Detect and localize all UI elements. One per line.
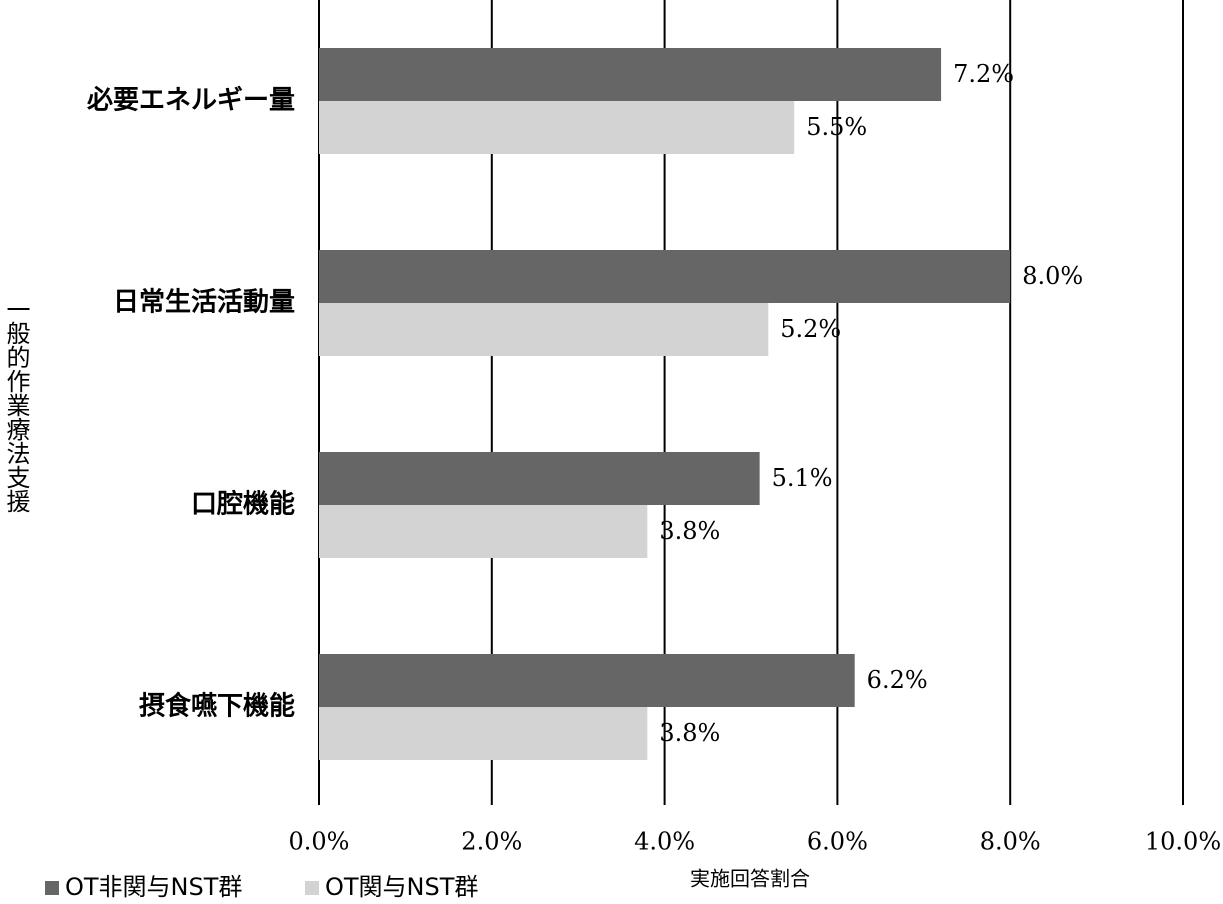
x-tick-label: 4.0% xyxy=(634,828,695,856)
data-label: 7.2% xyxy=(953,60,1014,88)
bar xyxy=(319,303,769,356)
x-axis-label: 実施回答割合 xyxy=(690,867,810,891)
x-tick-label: 10.0% xyxy=(1145,828,1221,856)
data-label: 5.1% xyxy=(772,464,833,492)
bar xyxy=(319,505,648,558)
data-label: 5.2% xyxy=(780,315,841,343)
y-tick-label: 日常生活活動量 xyxy=(113,288,295,318)
x-tick-label: 0.0% xyxy=(289,828,350,856)
y-tick-label: 摂食嚥下機能 xyxy=(139,691,295,722)
legend-swatch xyxy=(305,881,319,895)
x-tick-label: 2.0% xyxy=(461,828,522,856)
legend-label: OT非関与NST群 xyxy=(65,873,242,901)
data-label: 3.8% xyxy=(659,719,720,747)
x-tick-label: 8.0% xyxy=(980,828,1041,856)
y-axis-label: 一般的作業療法支援 xyxy=(2,297,30,513)
bar xyxy=(319,250,1011,303)
bar xyxy=(319,48,942,101)
bar xyxy=(319,707,648,760)
bar xyxy=(319,452,760,505)
data-label: 8.0% xyxy=(1022,262,1083,290)
x-tick-label: 6.0% xyxy=(807,828,868,856)
y-tick-label: 必要エネルギー量 xyxy=(87,86,295,116)
legend-swatch xyxy=(45,881,59,895)
bar xyxy=(319,101,795,154)
data-label: 3.8% xyxy=(659,517,720,545)
bar xyxy=(319,654,855,707)
data-label: 5.5% xyxy=(806,113,867,141)
legend-label: OT関与NST群 xyxy=(325,873,478,901)
data-label: 6.2% xyxy=(867,666,928,694)
y-tick-label: 口腔機能 xyxy=(191,489,295,520)
